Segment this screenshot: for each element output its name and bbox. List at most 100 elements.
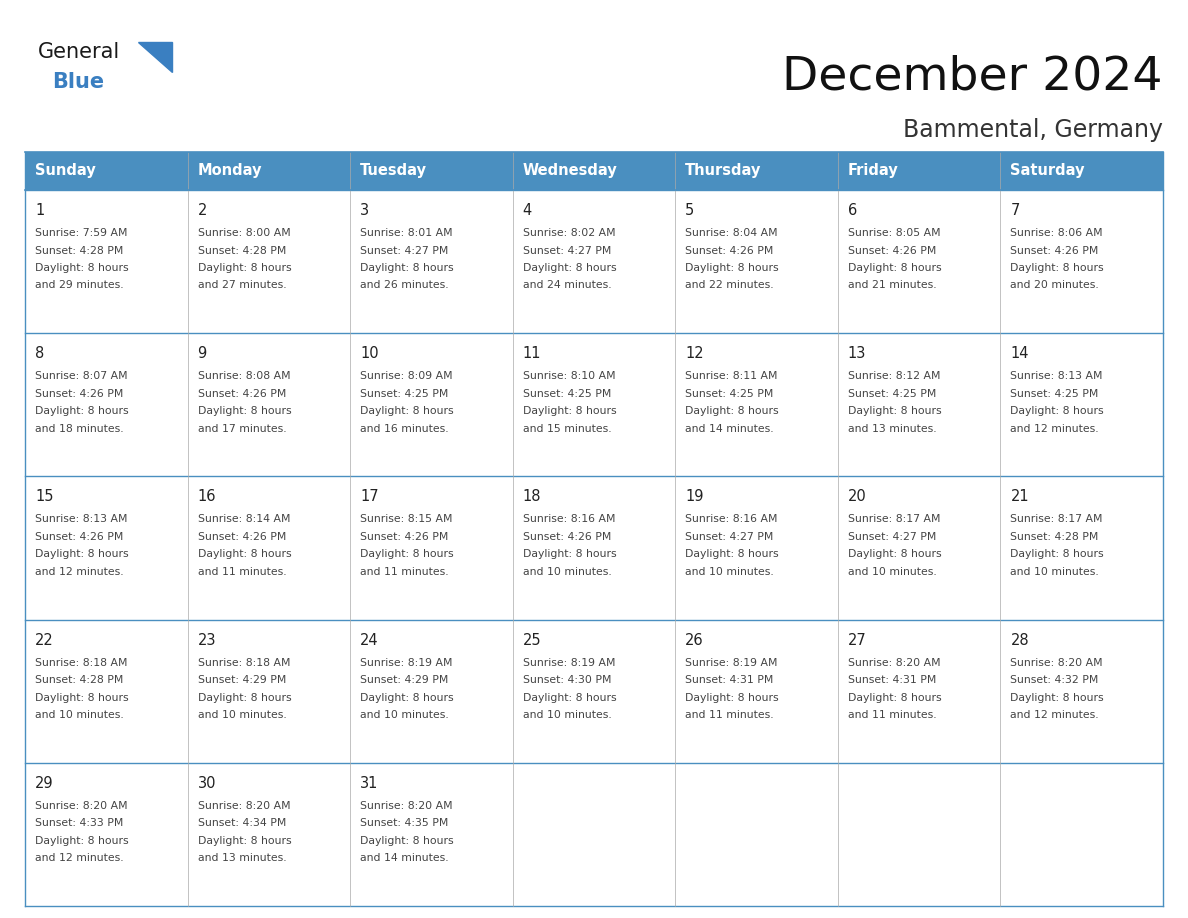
Text: Sunset: 4:34 PM: Sunset: 4:34 PM <box>197 818 286 828</box>
Text: and 29 minutes.: and 29 minutes. <box>34 281 124 290</box>
Text: Daylight: 8 hours: Daylight: 8 hours <box>360 406 454 416</box>
Text: and 12 minutes.: and 12 minutes. <box>1011 424 1099 433</box>
Text: Sunrise: 8:06 AM: Sunrise: 8:06 AM <box>1011 228 1102 238</box>
Text: and 10 minutes.: and 10 minutes. <box>848 567 936 577</box>
Text: Daylight: 8 hours: Daylight: 8 hours <box>197 549 291 559</box>
Text: Sunrise: 8:05 AM: Sunrise: 8:05 AM <box>848 228 941 238</box>
Text: Sunset: 4:28 PM: Sunset: 4:28 PM <box>1011 532 1099 542</box>
Text: Sunset: 4:26 PM: Sunset: 4:26 PM <box>197 388 286 398</box>
Text: Sunrise: 8:14 AM: Sunrise: 8:14 AM <box>197 514 290 524</box>
Text: Sunrise: 8:18 AM: Sunrise: 8:18 AM <box>197 657 290 667</box>
Text: Sunset: 4:26 PM: Sunset: 4:26 PM <box>34 532 124 542</box>
Text: General: General <box>38 42 120 62</box>
Text: and 11 minutes.: and 11 minutes. <box>848 711 936 720</box>
Bar <box>838 152 1000 190</box>
Text: 27: 27 <box>848 633 866 647</box>
Text: Bammental, Germany: Bammental, Germany <box>903 118 1163 142</box>
Text: 8: 8 <box>34 346 44 361</box>
Text: Sunset: 4:29 PM: Sunset: 4:29 PM <box>197 675 286 685</box>
Text: Thursday: Thursday <box>685 163 762 178</box>
Text: Blue: Blue <box>52 72 105 92</box>
Text: Sunset: 4:27 PM: Sunset: 4:27 PM <box>523 245 611 255</box>
Text: Daylight: 8 hours: Daylight: 8 hours <box>197 835 291 845</box>
Text: Daylight: 8 hours: Daylight: 8 hours <box>197 406 291 416</box>
Text: Daylight: 8 hours: Daylight: 8 hours <box>1011 263 1104 273</box>
Bar <box>513 152 675 190</box>
Text: 15: 15 <box>34 489 53 504</box>
Text: Sunrise: 8:01 AM: Sunrise: 8:01 AM <box>360 228 453 238</box>
Text: and 11 minutes.: and 11 minutes. <box>685 711 773 720</box>
Text: and 12 minutes.: and 12 minutes. <box>1011 711 1099 720</box>
Text: Sunrise: 8:20 AM: Sunrise: 8:20 AM <box>1011 657 1102 667</box>
Text: Sunrise: 8:10 AM: Sunrise: 8:10 AM <box>523 371 615 381</box>
Text: and 11 minutes.: and 11 minutes. <box>360 567 449 577</box>
Text: Sunset: 4:27 PM: Sunset: 4:27 PM <box>360 245 449 255</box>
Text: Sunset: 4:25 PM: Sunset: 4:25 PM <box>848 388 936 398</box>
Text: Daylight: 8 hours: Daylight: 8 hours <box>523 549 617 559</box>
Text: Daylight: 8 hours: Daylight: 8 hours <box>360 835 454 845</box>
Text: 1: 1 <box>34 203 44 218</box>
Text: Sunset: 4:35 PM: Sunset: 4:35 PM <box>360 818 449 828</box>
Bar <box>25 152 188 190</box>
Text: Daylight: 8 hours: Daylight: 8 hours <box>685 549 779 559</box>
Text: Sunrise: 8:09 AM: Sunrise: 8:09 AM <box>360 371 453 381</box>
Text: and 10 minutes.: and 10 minutes. <box>523 711 612 720</box>
Text: and 13 minutes.: and 13 minutes. <box>197 854 286 863</box>
Text: 11: 11 <box>523 346 542 361</box>
Text: Sunrise: 8:18 AM: Sunrise: 8:18 AM <box>34 657 127 667</box>
Text: Sunset: 4:25 PM: Sunset: 4:25 PM <box>1011 388 1099 398</box>
Text: Sunrise: 8:20 AM: Sunrise: 8:20 AM <box>848 657 941 667</box>
Text: 22: 22 <box>34 633 53 647</box>
Text: Daylight: 8 hours: Daylight: 8 hours <box>34 692 128 702</box>
Text: 14: 14 <box>1011 346 1029 361</box>
Text: Daylight: 8 hours: Daylight: 8 hours <box>34 263 128 273</box>
Text: and 10 minutes.: and 10 minutes. <box>523 567 612 577</box>
Text: Daylight: 8 hours: Daylight: 8 hours <box>848 692 941 702</box>
Text: Wednesday: Wednesday <box>523 163 618 178</box>
Text: Sunset: 4:28 PM: Sunset: 4:28 PM <box>34 675 124 685</box>
Text: Daylight: 8 hours: Daylight: 8 hours <box>848 406 941 416</box>
Text: 31: 31 <box>360 776 379 790</box>
Text: Sunrise: 8:17 AM: Sunrise: 8:17 AM <box>1011 514 1102 524</box>
Text: Sunrise: 8:02 AM: Sunrise: 8:02 AM <box>523 228 615 238</box>
Text: and 17 minutes.: and 17 minutes. <box>197 424 286 433</box>
Text: Daylight: 8 hours: Daylight: 8 hours <box>360 549 454 559</box>
Text: Sunrise: 8:15 AM: Sunrise: 8:15 AM <box>360 514 453 524</box>
Text: Sunset: 4:25 PM: Sunset: 4:25 PM <box>685 388 773 398</box>
Text: and 12 minutes.: and 12 minutes. <box>34 567 124 577</box>
Text: 30: 30 <box>197 776 216 790</box>
Text: Sunrise: 8:07 AM: Sunrise: 8:07 AM <box>34 371 127 381</box>
Text: Sunrise: 8:20 AM: Sunrise: 8:20 AM <box>360 800 453 811</box>
Text: Daylight: 8 hours: Daylight: 8 hours <box>197 263 291 273</box>
Text: Sunrise: 8:20 AM: Sunrise: 8:20 AM <box>197 800 290 811</box>
Text: Sunset: 4:26 PM: Sunset: 4:26 PM <box>360 532 449 542</box>
Text: 26: 26 <box>685 633 704 647</box>
Text: Daylight: 8 hours: Daylight: 8 hours <box>360 263 454 273</box>
Text: 13: 13 <box>848 346 866 361</box>
Text: Daylight: 8 hours: Daylight: 8 hours <box>1011 406 1104 416</box>
Text: Sunset: 4:28 PM: Sunset: 4:28 PM <box>197 245 286 255</box>
Text: and 11 minutes.: and 11 minutes. <box>197 567 286 577</box>
Text: and 21 minutes.: and 21 minutes. <box>848 281 936 290</box>
Text: and 20 minutes.: and 20 minutes. <box>1011 281 1099 290</box>
Text: December 2024: December 2024 <box>783 55 1163 100</box>
Text: Sunrise: 8:12 AM: Sunrise: 8:12 AM <box>848 371 941 381</box>
Text: and 10 minutes.: and 10 minutes. <box>360 711 449 720</box>
Text: and 10 minutes.: and 10 minutes. <box>34 711 124 720</box>
Text: Daylight: 8 hours: Daylight: 8 hours <box>685 406 779 416</box>
Text: Daylight: 8 hours: Daylight: 8 hours <box>685 692 779 702</box>
Text: Sunset: 4:30 PM: Sunset: 4:30 PM <box>523 675 611 685</box>
Text: 3: 3 <box>360 203 369 218</box>
Text: 21: 21 <box>1011 489 1029 504</box>
Text: 29: 29 <box>34 776 53 790</box>
Text: Sunset: 4:29 PM: Sunset: 4:29 PM <box>360 675 449 685</box>
Text: 28: 28 <box>1011 633 1029 647</box>
Bar <box>350 152 513 190</box>
Text: Sunset: 4:26 PM: Sunset: 4:26 PM <box>523 532 611 542</box>
Text: Daylight: 8 hours: Daylight: 8 hours <box>1011 549 1104 559</box>
Text: Sunset: 4:25 PM: Sunset: 4:25 PM <box>360 388 449 398</box>
Text: Sunset: 4:26 PM: Sunset: 4:26 PM <box>685 245 773 255</box>
Bar <box>1000 152 1163 190</box>
Text: Sunset: 4:26 PM: Sunset: 4:26 PM <box>34 388 124 398</box>
Text: Sunset: 4:27 PM: Sunset: 4:27 PM <box>685 532 773 542</box>
